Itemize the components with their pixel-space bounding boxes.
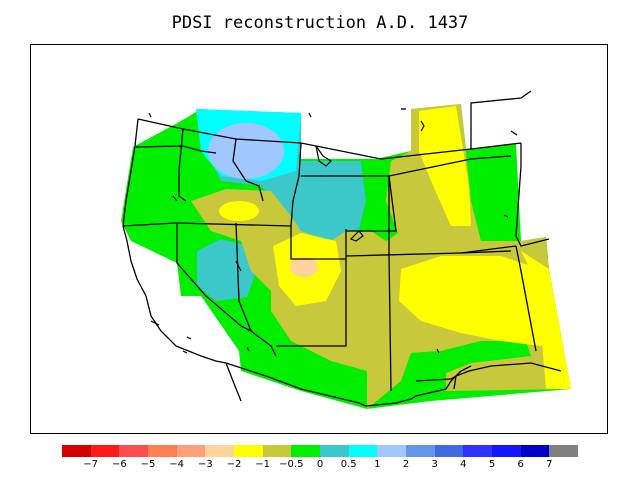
legend-swatch [320, 445, 350, 457]
boundary-lines [122, 90, 562, 407]
legend-swatch [406, 445, 436, 457]
legend-swatch [262, 445, 292, 457]
legend-swatch [90, 445, 120, 457]
region-wet-strong [208, 123, 284, 179]
pdsi-fill-layer [121, 104, 571, 409]
region-dry-nm-co [399, 256, 556, 346]
legend-tick-label: −7 [83, 459, 99, 470]
legend-swatch [205, 445, 235, 457]
legend-tick-label: −1 [255, 459, 271, 470]
region-dry-utah-core [290, 257, 318, 277]
legend-swatch [377, 445, 407, 457]
legend-tick-label: 0 [316, 459, 324, 470]
color-legend: −7 −6 −5 −4 −3 −2 −1 −0.5 0 0.5 1 2 3 4 5 6 7 [62, 445, 579, 475]
region-wet-nevada [197, 239, 257, 301]
legend-tick-label: 7 [546, 459, 553, 470]
legend-tick-label: −5 [140, 459, 156, 470]
legend-tick-label: 4 [460, 459, 467, 470]
legend-swatch [234, 445, 264, 457]
legend-tick-label: 5 [488, 459, 496, 470]
legend-swatch [148, 445, 178, 457]
legend-swatch [549, 445, 579, 457]
legend-swatch [348, 445, 378, 457]
legend-tick-label: −2 [226, 459, 242, 470]
legend-tick-label: 2 [402, 459, 410, 470]
legend-swatch [434, 445, 464, 457]
legend-swatch [119, 445, 149, 457]
legend-swatch [463, 445, 493, 457]
region-dry-montana [419, 106, 471, 226]
legend-swatch [520, 445, 550, 457]
map-frame [30, 44, 608, 434]
legend-tick-label: 3 [431, 459, 438, 470]
legend-swatch [291, 445, 321, 457]
region-dry-plains-east [521, 251, 571, 389]
legend-swatch [492, 445, 522, 457]
legend-tick-label: −6 [111, 459, 127, 470]
legend-tick-label: −4 [169, 459, 185, 470]
legend-tick-label: 1 [374, 459, 381, 470]
legend-tick-label: −3 [197, 459, 213, 470]
legend-swatch [176, 445, 206, 457]
legend-swatch [62, 445, 92, 457]
legend-tick-label: 6 [517, 459, 524, 470]
legend-tick-label: −0.5 [279, 459, 304, 470]
legend-tick-label: 0.5 [340, 459, 357, 470]
lakes [148, 112, 518, 354]
pdsi-map [121, 90, 571, 409]
region-dry-idaho [219, 201, 259, 221]
map-title: PDSI reconstruction A.D. 1437 [171, 13, 469, 33]
